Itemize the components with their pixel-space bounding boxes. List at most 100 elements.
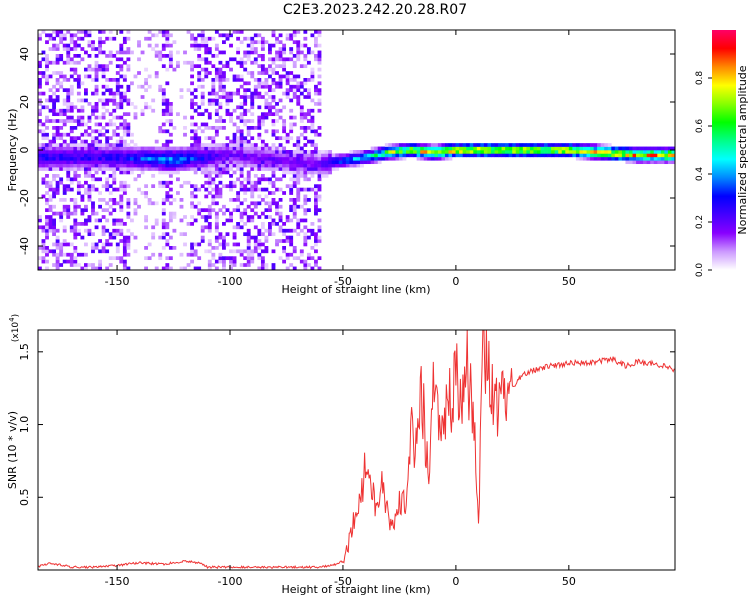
spectrogram-cell: [45, 156, 49, 161]
spectrogram-cell: [154, 266, 159, 270]
spectrogram-cell: [91, 232, 95, 237]
spectrogram-cell: [225, 108, 230, 113]
spectrogram-cell: [398, 150, 403, 154]
spectrogram-cell: [303, 259, 308, 264]
spectrogram-cell: [229, 91, 233, 96]
spectrogram-cell: [653, 153, 658, 158]
spectrogram-cell: [84, 180, 88, 185]
spectrogram-cell: [87, 74, 92, 79]
spectrogram-cell: [395, 146, 400, 151]
spectrogram-cell: [126, 266, 131, 270]
spectrogram-cell: [119, 67, 124, 72]
spectrogram-cell: [62, 47, 67, 51]
spectrogram-cell: [87, 184, 92, 189]
spectrogram-cell: [165, 54, 170, 58]
spectrogram-cell: [314, 239, 318, 243]
spectrogram-cell: [101, 50, 106, 55]
spectrogram-cell: [176, 170, 180, 175]
spectrogram-cell: [236, 126, 241, 130]
spectrogram-cell: [554, 143, 559, 147]
spectrogram-cell: [179, 167, 184, 171]
spectrogram-cell: [551, 153, 555, 158]
spectrogram-cell: [232, 78, 237, 82]
spectrogram-cell: [282, 259, 287, 264]
spectrogram-cell: [218, 74, 223, 79]
spectrogram-cell: [214, 112, 219, 117]
spectrogram-cell: [207, 98, 212, 103]
spectrogram-cell: [204, 187, 209, 192]
spectrogram-cell: [168, 60, 173, 65]
spectrogram-cell: [69, 115, 74, 120]
spectrogram-cell: [115, 146, 120, 151]
spectrogram-cell: [257, 105, 262, 110]
spectrogram-cell: [59, 146, 64, 151]
spectrogram-cell: [98, 177, 102, 182]
spectrogram-cell: [317, 194, 322, 199]
spectrogram-cell: [165, 98, 170, 103]
spectrogram-cell: [84, 50, 88, 55]
spectrogram-cell: [62, 208, 67, 213]
spectrogram-cell: [306, 126, 311, 130]
spectrogram-cell: [73, 222, 78, 226]
spectrogram-cell: [271, 129, 276, 134]
spectrogram-cell: [250, 153, 255, 158]
spectrogram-cell: [455, 146, 460, 151]
spectrogram-cell: [101, 242, 106, 247]
spectrogram-cell: [611, 156, 616, 161]
spectrogram-cell: [137, 71, 141, 75]
spectrogram-cell: [200, 102, 205, 106]
spectrogram-cell: [80, 266, 85, 270]
spectrogram-cell: [91, 156, 95, 161]
spectrogram-cell: [264, 84, 269, 89]
spectrogram-cell: [597, 146, 601, 151]
spectrogram-cell: [98, 98, 102, 103]
spectrogram-cell: [45, 259, 49, 264]
spectrogram-cell: [84, 132, 88, 137]
spectrogram-cell: [232, 136, 237, 141]
spectrogram-cell: [115, 64, 120, 69]
spectrogram-cell: [250, 47, 255, 51]
spectrogram-cell: [73, 259, 78, 264]
spectrogram-cell: [197, 266, 202, 270]
spectrogram-cell: [122, 263, 127, 267]
spectrogram-cell: [59, 33, 64, 38]
spectrogram-cell: [285, 228, 290, 233]
spectrogram-cell: [101, 40, 106, 45]
spectrogram-cell: [487, 150, 492, 154]
spectrogram-cell: [76, 187, 81, 192]
spectrogram-cell: [229, 174, 233, 178]
spectrogram-cell: [314, 150, 318, 154]
spectrogram-cell: [278, 115, 283, 120]
spectrogram-cell: [324, 167, 329, 171]
spectrogram-cell: [317, 98, 322, 103]
spectrogram-cell: [540, 150, 545, 154]
spectrogram-cell: [239, 184, 244, 189]
spectrogram-cell: [391, 146, 396, 151]
spectrogram-cell: [176, 177, 180, 182]
spectrogram-cell: [225, 156, 230, 161]
spectrogram-ytick-label: 40: [18, 47, 31, 61]
spectrogram-cell: [317, 228, 322, 233]
spectrogram-cell: [84, 146, 88, 151]
snr-ylabel: SNR (10 * v/v): [6, 411, 19, 489]
spectrogram-cell: [275, 108, 279, 113]
spectrogram-cell: [190, 204, 195, 209]
spectrogram-cell: [229, 167, 233, 171]
spectrogram-cell: [314, 30, 318, 34]
spectrogram-cell: [52, 163, 56, 168]
spectrogram-cell: [137, 43, 141, 48]
spectrogram-cell: [275, 36, 279, 41]
spectrogram-cell: [292, 211, 297, 216]
spectrogram-cell: [285, 78, 290, 82]
spectrogram-cell: [52, 36, 56, 41]
spectrogram-cell: [246, 95, 251, 99]
spectrogram-cell: [250, 43, 255, 48]
spectrogram-cell: [565, 146, 570, 151]
spectrogram-cell: [310, 160, 315, 165]
spectrogram-cell: [236, 222, 241, 226]
spectrogram-cell: [101, 84, 106, 89]
spectrogram-cell: [225, 136, 230, 141]
spectrogram-cell: [126, 167, 131, 171]
spectrogram-cell: [292, 78, 297, 82]
spectrogram-cell: [657, 146, 662, 151]
